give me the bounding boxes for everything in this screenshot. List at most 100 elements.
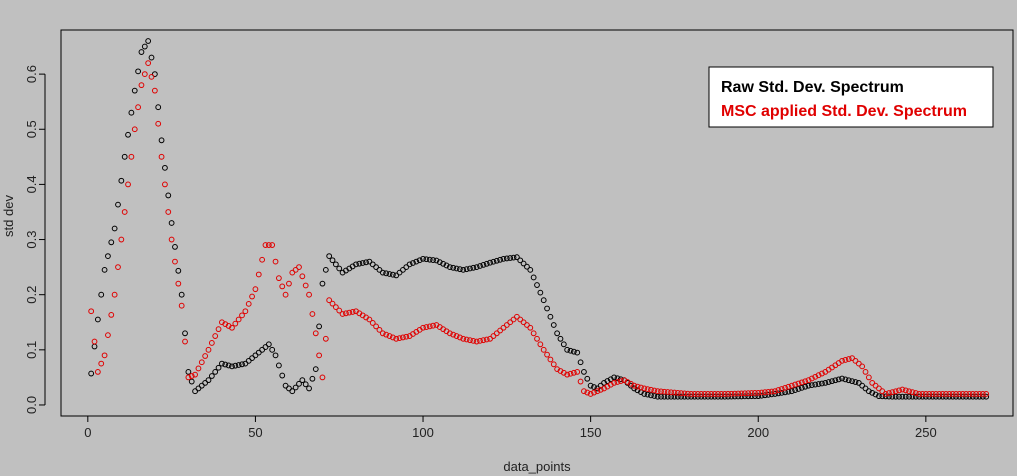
msc-data-point	[654, 388, 661, 395]
raw-data-point	[302, 381, 309, 388]
msc-data-point	[953, 391, 959, 397]
msc-data-point	[765, 388, 772, 395]
msc-data-point	[98, 360, 105, 367]
msc-data-point	[872, 382, 879, 389]
raw-data-point	[369, 261, 376, 268]
raw-data-point	[745, 393, 752, 400]
msc-data-point	[882, 391, 889, 397]
msc-data-point	[229, 324, 235, 331]
raw-data-point	[617, 376, 624, 383]
msc-data-point	[584, 389, 591, 396]
raw-data-point	[587, 382, 594, 389]
raw-data-point	[882, 393, 889, 400]
msc-data-point	[768, 388, 775, 395]
msc-data-point	[205, 346, 212, 353]
msc-data-point	[879, 388, 886, 395]
msc-data-point	[581, 388, 587, 395]
msc-data-point	[721, 391, 728, 397]
msc-data-point	[235, 316, 242, 323]
raw-data-point	[762, 392, 768, 399]
msc-data-point	[215, 326, 222, 333]
msc-data-point	[785, 383, 792, 390]
msc-data-point	[172, 258, 178, 265]
x-tick-label: 200	[747, 425, 769, 440]
legend-box	[708, 66, 994, 128]
raw-data-point	[564, 346, 571, 353]
msc-data-point	[969, 391, 976, 397]
msc-data-point	[865, 374, 872, 381]
y-tick-label: 0.6	[24, 65, 39, 83]
msc-data-point	[453, 333, 460, 339]
raw-data-point	[115, 201, 121, 208]
raw-data-point	[235, 362, 242, 368]
msc-data-point	[792, 381, 799, 388]
raw-data-point	[138, 49, 145, 55]
raw-data-point	[490, 258, 497, 265]
raw-data-point	[336, 265, 343, 272]
raw-data-point	[544, 305, 550, 312]
msc-data-point	[983, 391, 990, 397]
raw-data-point	[859, 382, 866, 389]
raw-data-point	[94, 316, 101, 323]
msc-data-point	[349, 309, 356, 315]
raw-data-point	[829, 378, 835, 385]
raw-data-point	[758, 392, 765, 399]
raw-data-point	[795, 386, 802, 392]
raw-data-point	[332, 261, 339, 268]
raw-data-point	[711, 393, 718, 400]
msc-data-point	[470, 337, 477, 344]
raw-data-point	[792, 387, 799, 393]
msc-data-point	[118, 236, 125, 243]
raw-data-point	[946, 393, 953, 400]
raw-data-point	[212, 368, 219, 375]
raw-data-point	[403, 264, 410, 271]
raw-data-point	[839, 375, 845, 382]
msc-data-point	[705, 391, 711, 397]
msc-data-point	[135, 104, 142, 111]
raw-data-point	[648, 392, 654, 399]
msc-data-point	[534, 335, 540, 342]
raw-data-point	[755, 393, 762, 400]
raw-data-point	[574, 349, 581, 356]
msc-data-point	[862, 368, 869, 375]
raw-data-point	[453, 265, 460, 272]
series-msc-points	[88, 60, 990, 397]
msc-data-point	[497, 327, 504, 334]
msc-data-point	[487, 335, 493, 342]
msc-data-point	[373, 323, 380, 330]
msc-data-point	[718, 391, 725, 397]
raw-data-point	[865, 388, 872, 395]
raw-data-point	[188, 378, 195, 385]
msc-data-point	[748, 390, 755, 396]
msc-data-point	[845, 356, 852, 362]
raw-data-point	[825, 379, 832, 385]
raw-data-point	[530, 274, 537, 281]
msc-data-point	[570, 369, 577, 376]
msc-data-point	[919, 391, 926, 397]
msc-data-point	[386, 333, 393, 339]
raw-data-point	[953, 393, 959, 400]
raw-data-point	[681, 393, 688, 400]
msc-data-point	[547, 356, 554, 363]
msc-data-point	[802, 378, 809, 385]
msc-data-point	[668, 389, 674, 396]
msc-data-point	[772, 388, 778, 395]
raw-data-point	[192, 388, 198, 395]
raw-data-point	[312, 366, 319, 373]
msc-data-point	[192, 371, 198, 378]
raw-data-point	[705, 393, 711, 400]
raw-data-point	[721, 393, 728, 400]
msc-data-point	[701, 391, 708, 397]
msc-data-point	[946, 391, 953, 397]
raw-data-point	[239, 361, 245, 368]
raw-data-point	[259, 346, 266, 353]
msc-data-point	[725, 390, 731, 397]
raw-data-point	[252, 352, 259, 359]
msc-data-point	[255, 271, 262, 278]
raw-data-point	[969, 393, 976, 400]
y-tick-label: 0.3	[24, 231, 39, 249]
raw-data-point	[172, 244, 178, 250]
raw-data-point	[443, 262, 450, 269]
raw-data-point	[691, 393, 698, 400]
msc-data-point	[138, 82, 145, 89]
